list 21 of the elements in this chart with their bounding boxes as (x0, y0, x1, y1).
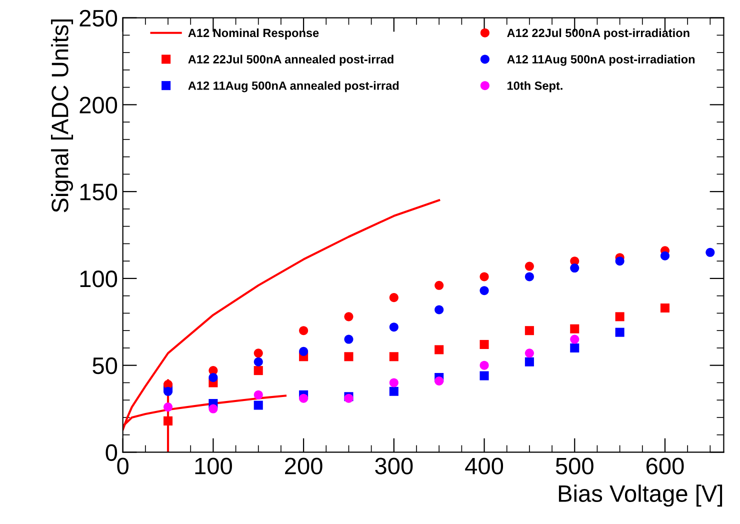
legend-label: A12 11Aug 500nA post-irradiation (507, 54, 695, 66)
legend-label: A12 11Aug 500nA annealed post-irrad (188, 81, 399, 92)
legend-label: A12 22Jul 500nA annealed post-irrad (188, 54, 394, 66)
y-tick-label: 0 (106, 444, 118, 461)
x-tick-label: 500 (556, 458, 594, 474)
y-tick-label: 250 (80, 10, 118, 27)
legend-label: 10th Sept. (508, 81, 562, 92)
y-tick-label: 150 (80, 184, 118, 200)
x-tick-label: 200 (285, 458, 322, 474)
legend-label: A12 22Jul 500nA post-irradiation (507, 28, 690, 40)
x-tick-label: 300 (375, 458, 413, 474)
y-tick-label: 100 (80, 270, 118, 288)
legend-label: A12 Nominal Response (188, 28, 319, 40)
x-tick-label: 400 (465, 458, 504, 474)
x-axis-title: Bias Voltage [V] (558, 484, 722, 507)
x-tick-label: 0 (117, 458, 128, 474)
x-tick-label: 100 (195, 458, 232, 474)
y-tick-label: 50 (92, 357, 118, 374)
y-axis-title: Signal [ADC Units] (51, 19, 74, 212)
y-tick-label: 200 (80, 96, 118, 114)
x-tick-label: 600 (646, 458, 684, 474)
